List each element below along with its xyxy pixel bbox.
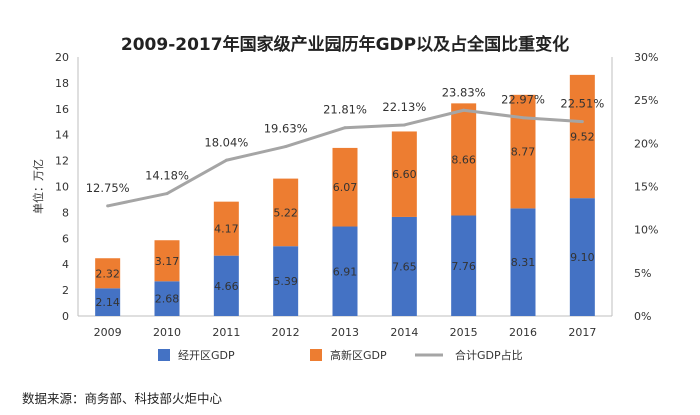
x-tick-label: 2013: [331, 326, 359, 339]
bar-gaoxinqu: [391, 131, 417, 217]
bar-kaifaqu: [95, 288, 121, 316]
y2-tick-label: 25%: [634, 94, 658, 107]
chart-title: 2009-2017年国家级产业园历年GDP以及占全国比重变化: [121, 34, 569, 55]
bar-value-label: 8.66: [451, 153, 476, 166]
legend-label: 经开区GDP: [178, 349, 235, 362]
y-tick-label: 0: [62, 310, 69, 323]
y-tick-label: 20: [55, 51, 69, 64]
ratio-label: 12.75%: [86, 181, 130, 195]
bar-gaoxinqu: [332, 147, 358, 227]
bar-value-label: 6.60: [392, 168, 417, 181]
ratio-point: [165, 192, 169, 196]
bar-value-label: 6.07: [333, 181, 358, 194]
y2-tick-label: 0%: [634, 310, 651, 323]
legend-label: 合计GDP占比: [455, 348, 523, 362]
ratio-label: 21.81%: [323, 103, 367, 117]
ratio-label: 18.04%: [204, 135, 248, 149]
x-tick-label: 2014: [390, 326, 418, 339]
bar-gaoxinqu: [569, 74, 595, 199]
y-tick-label: 14: [55, 129, 69, 142]
bar-gaoxinqu: [510, 94, 536, 209]
y2-tick-label: 20%: [634, 137, 658, 150]
ratio-label: 14.18%: [145, 169, 189, 183]
x-tick-label: 2011: [212, 326, 240, 339]
ratio-label: 22.13%: [382, 100, 426, 114]
legend: 经开区GDP 高新区GDP 合计GDP占比: [158, 348, 523, 362]
y-tick-label: 8: [62, 206, 69, 219]
legend-label: 高新区GDP: [330, 348, 387, 362]
bar-value-label: 9.10: [570, 251, 595, 264]
x-tick-label: 2012: [272, 326, 300, 339]
bar-value-label: 2.14: [95, 296, 120, 309]
y2-tick-label: 15%: [634, 181, 658, 194]
bar-value-label: 3.17: [155, 255, 180, 268]
axes: 0 2 4 6 8 10 12 14 16 18 20 0% 5% 10% 15% 20% 25% 30% 2009…: [31, 51, 658, 339]
bar-gaoxinqu: [273, 178, 299, 247]
x-tick-label: 2015: [450, 326, 478, 339]
bar-kaifaqu: [569, 198, 595, 316]
bar-value-label: 8.31: [511, 256, 536, 269]
ratio-point: [521, 116, 525, 120]
x-tick-label: 2017: [568, 326, 596, 339]
legend-swatch: [158, 349, 170, 361]
bar-value-label: 6.91: [333, 265, 358, 278]
y2-tick-label: 30%: [634, 51, 658, 64]
ratio-point: [224, 158, 228, 162]
ratio-point: [284, 145, 288, 149]
y-axis-label: 单位：万亿: [31, 159, 45, 214]
bar-value-label: 5.39: [273, 275, 298, 288]
ratio-point: [343, 126, 347, 130]
ratio-label: 23.83%: [442, 85, 486, 99]
y-tick-label: 10: [55, 181, 69, 194]
bar-value-label: 7.76: [451, 260, 476, 273]
bar-value-label: 8.77: [511, 146, 536, 159]
bar-kaifaqu: [391, 216, 417, 316]
bar-value-label: 5.22: [273, 206, 298, 219]
bar-kaifaqu: [451, 215, 477, 316]
y-tick-label: 12: [55, 155, 69, 168]
bar-kaifaqu: [213, 255, 239, 316]
bar-kaifaqu: [273, 246, 299, 316]
x-tick-label: 2009: [94, 326, 122, 339]
y-tick-label: 18: [55, 77, 69, 90]
ratio-label: 22.51%: [560, 97, 604, 111]
y-tick-label: 2: [62, 284, 69, 297]
bars: [95, 74, 595, 316]
x-tick-label: 2016: [509, 326, 537, 339]
bar-gaoxinqu: [451, 103, 477, 216]
bar-value-label: 7.65: [392, 260, 417, 273]
ratio-point: [402, 123, 406, 127]
ratio-point: [462, 108, 466, 112]
ratio-point: [106, 204, 110, 208]
y-tick-label: 4: [62, 258, 69, 271]
bar-value-label: 4.66: [214, 280, 239, 293]
y-tick-label: 16: [55, 103, 69, 116]
bar-value-label: 2.68: [155, 293, 180, 306]
y2-tick-label: 10%: [634, 224, 658, 237]
ratio-point: [580, 120, 584, 124]
x-tick-label: 2010: [153, 326, 181, 339]
bar-value-label: 2.32: [95, 267, 120, 280]
bar-kaifaqu: [332, 226, 358, 316]
ratio-line: [106, 108, 584, 208]
bar-value-label: 4.17: [214, 223, 239, 236]
bar-kaifaqu: [510, 208, 536, 316]
bar-gaoxinqu: [154, 240, 180, 282]
data-labels: 2.14 2.32 2.68 3.17 4.66 4.17 5.39 5.22 6.91 6.07…: [86, 85, 605, 309]
bar-kaifaqu: [154, 281, 180, 316]
legend-swatch: [310, 349, 322, 361]
ratio-label: 22.97%: [501, 93, 545, 107]
bar-gaoxinqu: [213, 201, 239, 256]
y2-tick-label: 5%: [634, 267, 651, 280]
y-tick-label: 6: [62, 232, 69, 245]
bar-value-label: 9.52: [570, 131, 595, 144]
source-note: 数据来源：商务部、科技部火炬中心: [22, 391, 223, 406]
bar-gaoxinqu: [95, 258, 121, 289]
ratio-label: 19.63%: [264, 122, 308, 136]
